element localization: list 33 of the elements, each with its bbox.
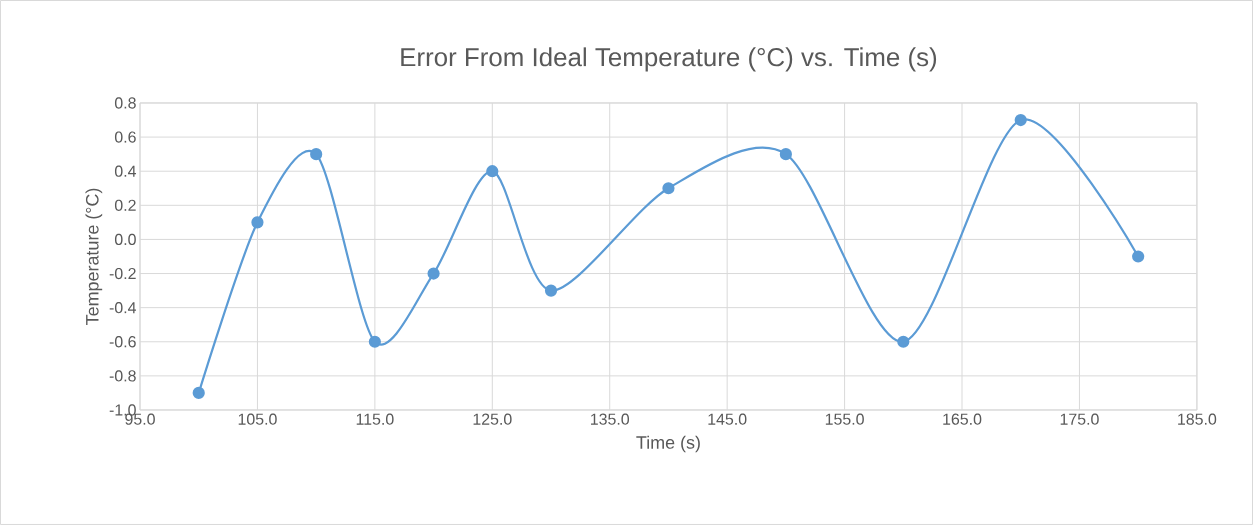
x-tick-label: 145.0 <box>708 413 747 425</box>
point <box>310 148 323 161</box>
x-axis-title: Time (s) <box>636 435 700 453</box>
point <box>662 182 675 195</box>
y-tick-label: -0.8 <box>109 370 136 382</box>
x-tick-label: 105.0 <box>238 413 277 425</box>
x-tick-label: 175.0 <box>1060 413 1099 425</box>
point <box>779 148 792 161</box>
y-tick-label: 0.4 <box>114 165 137 177</box>
point <box>427 267 440 280</box>
point <box>486 165 499 178</box>
x-tick-label: 155.0 <box>825 413 864 425</box>
point <box>544 284 558 297</box>
point <box>251 216 264 229</box>
y-tick-label: 0.0 <box>114 233 136 246</box>
x-tick-label: 185.0 <box>1178 413 1217 425</box>
chart-title: Error From Ideal Temperature (°C) vs. Time (s) <box>401 47 937 72</box>
y-tick-label: 0.2 <box>114 199 136 211</box>
y-tick-label: -0.6 <box>109 336 136 348</box>
x-tick-label: 135.0 <box>591 413 630 425</box>
point <box>192 386 205 400</box>
point <box>1132 250 1145 263</box>
point <box>368 335 381 348</box>
y-tick-label: 0.6 <box>114 131 136 143</box>
x-tick-label: 115.0 <box>356 413 394 425</box>
y-tick-label: 0.8 <box>114 97 136 109</box>
point <box>1014 113 1027 127</box>
y-tick-label: -0.2 <box>109 267 136 280</box>
y-tick-label: -0.4 <box>109 302 137 314</box>
x-tick-label: 125.0 <box>473 413 512 425</box>
point <box>897 335 910 348</box>
y-axis-title: Temperature (°C) <box>85 188 103 325</box>
x-tick-label: 165.0 <box>943 413 982 425</box>
